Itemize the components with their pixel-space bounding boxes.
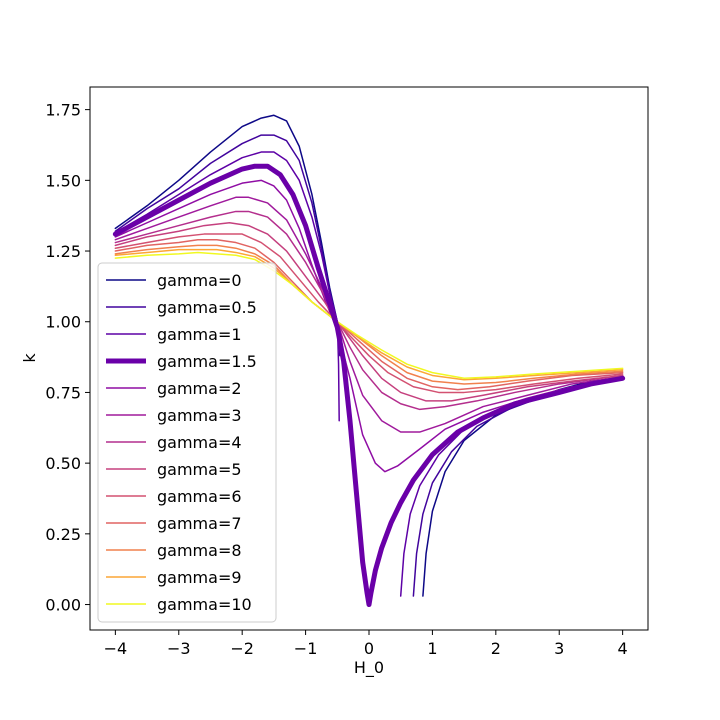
legend-label: gamma=3: [157, 406, 242, 425]
legend-label: gamma=1: [157, 325, 242, 344]
series-line-gamma-1-5: [112, 163, 626, 608]
legend-label: gamma=4: [157, 433, 242, 452]
y-tick-label: 1.50: [45, 171, 81, 190]
legend-label: gamma=9: [157, 568, 242, 587]
legend-label: gamma=0.5: [157, 298, 257, 317]
x-tick-label: 3: [554, 639, 564, 658]
y-tick-label: 1.75: [45, 101, 81, 120]
series-layer: [112, 114, 626, 608]
x-tick-label: 0: [364, 639, 374, 658]
y-axis-ticks: 0.00 0.25 0.50 0.75 1.00 1.25 1.50 1.75: [45, 101, 90, 615]
y-axis-label: k: [20, 353, 39, 363]
x-axis-label: H_0: [354, 658, 384, 678]
legend-label: gamma=1.5: [157, 352, 257, 371]
legend-label: gamma=5: [157, 460, 242, 479]
y-tick-label: 1.00: [45, 313, 81, 332]
x-tick-label: −1: [294, 639, 318, 658]
y-tick-label: 0.50: [45, 454, 81, 473]
legend-label: gamma=0: [157, 271, 242, 290]
series-line-gamma-10: [114, 251, 624, 380]
x-tick-label: 2: [491, 639, 501, 658]
y-tick-label: 0.75: [45, 383, 81, 402]
x-tick-label: −2: [230, 639, 254, 658]
series-line-gamma-0: [422, 377, 624, 597]
x-tick-label: 1: [427, 639, 437, 658]
legend-label: gamma=7: [157, 514, 242, 533]
x-tick-label: 4: [618, 639, 628, 658]
x-axis-ticks: −4 −3 −2 −1 0 1 2 3 4: [104, 630, 628, 658]
legend-box: [97, 262, 277, 623]
legend-label: gamma=8: [157, 541, 242, 560]
legend-label: gamma=6: [157, 487, 242, 506]
legend-label: gamma=10: [157, 595, 252, 614]
legend: gamma=0 gamma=0.5 gamma=1 gamma=1.5 gamma=2 g…: [97, 262, 277, 623]
legend-label: gamma=2: [157, 379, 242, 398]
y-tick-label: 0.25: [45, 525, 81, 544]
x-tick-label: −4: [104, 639, 128, 658]
y-tick-label: 0.00: [45, 596, 81, 615]
x-tick-label: −3: [167, 639, 191, 658]
y-tick-label: 1.25: [45, 242, 81, 261]
